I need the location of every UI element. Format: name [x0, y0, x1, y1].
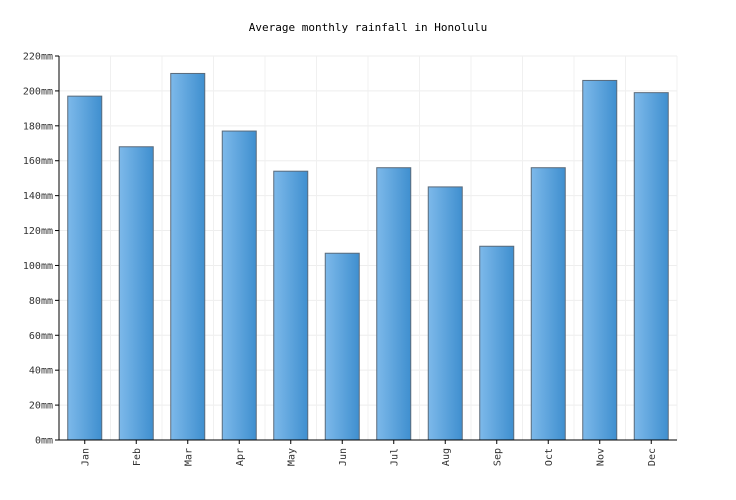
bar-oct	[530, 167, 566, 441]
x-tick-label: Aug	[441, 448, 452, 466]
bar-may	[273, 170, 309, 441]
x-tick-label: Jun	[338, 448, 349, 466]
x-tick-label: Mar	[183, 448, 194, 466]
bar-sep	[479, 245, 515, 441]
bar-jul	[376, 167, 412, 441]
bar-nov	[582, 79, 618, 441]
y-tick-label: 20mm	[29, 401, 53, 412]
x-tick-label: May	[286, 448, 297, 466]
y-axis-tick-labels: 0mm 20mm 40mm 60mm 80mm 100mm 120mm 140mm 160mm 1…	[23, 52, 53, 447]
y-tick-label: 160mm	[23, 156, 53, 167]
y-tick-label: 220mm	[23, 52, 53, 63]
bar-apr	[221, 130, 257, 441]
bars	[67, 72, 669, 441]
x-tick-label: Sep	[492, 448, 503, 466]
x-tick-label: Oct	[544, 448, 555, 466]
y-tick-label: 100mm	[23, 261, 53, 272]
x-tick-label: Nov	[595, 448, 606, 466]
x-tick-label: Apr	[235, 448, 246, 466]
y-tick-label: 80mm	[29, 296, 53, 307]
axes	[55, 55, 677, 444]
y-tick-label: 200mm	[23, 86, 53, 97]
bar-mar	[170, 72, 206, 441]
y-tick-label: 60mm	[29, 331, 53, 342]
x-tick-label: Feb	[132, 448, 143, 466]
x-axis-tick-labels: Jan Feb Mar Apr May Jun Jul Aug Sep Oct Nov Dec	[80, 448, 658, 466]
y-tick-label: 120mm	[23, 226, 53, 237]
bar-aug	[427, 186, 463, 441]
bar-dec	[633, 92, 669, 441]
bar-feb	[118, 146, 154, 441]
y-tick-label: 40mm	[29, 366, 53, 377]
y-tick-label: 140mm	[23, 191, 53, 202]
y-tick-label: 0mm	[35, 436, 53, 447]
x-tick-label: Dec	[647, 448, 658, 466]
bar-jan	[67, 95, 103, 441]
y-tick-label: 180mm	[23, 121, 53, 132]
bar-jun	[324, 252, 360, 441]
chart-title: Average monthly rainfall in Honolulu	[249, 21, 487, 34]
x-tick-label: Jul	[389, 448, 400, 466]
x-tick-label: Jan	[80, 448, 91, 466]
